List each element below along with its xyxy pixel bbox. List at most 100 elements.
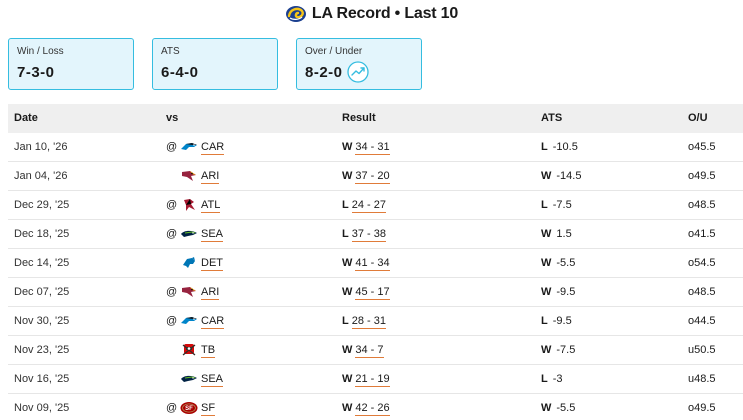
table-row[interactable]: Nov 30, '25 @ CAR L 28 - 31 L -9.5 o44.5 <box>8 307 743 336</box>
game-date: Jan 04, '26 <box>14 170 68 182</box>
ats-cell: W -5.5 <box>541 257 575 269</box>
card-label: ATS <box>161 46 180 57</box>
ats-cell: W -9.5 <box>541 286 575 298</box>
game-date: Nov 09, '25 <box>14 402 70 414</box>
opponent-cell: @ ARI <box>166 285 236 300</box>
table-row[interactable]: Dec 07, '25 @ ARI W 45 - 17 W -9.5 o48.5 <box>8 278 743 307</box>
result-cell: W 34 - 31 <box>342 141 390 155</box>
opponent-link[interactable]: ARI <box>201 170 220 184</box>
score-link[interactable]: 34 - 31 <box>355 141 390 155</box>
opponent-link[interactable]: CAR <box>201 315 225 329</box>
result-wl: W <box>342 170 353 182</box>
table-body: Jan 10, '26 @ CAR W 34 - 31 L -10.5 o45.5 Jan 0… <box>8 133 743 420</box>
table-row[interactable]: Jan 04, '26 ARI W 37 - 20 W -14.5 o49.5 <box>8 162 743 191</box>
ats-line: -5.5 <box>556 257 576 269</box>
ats-wl: W <box>541 257 552 269</box>
over-under-value: u48.5 <box>688 373 716 385</box>
result-wl: W <box>342 141 353 153</box>
opponent-link[interactable]: TB <box>201 344 216 358</box>
result-wl: W <box>342 373 353 385</box>
table-row[interactable]: Nov 09, '25 @ SF SF W 42 - 26 W -5.5 o49.5 <box>8 394 743 420</box>
ats-line: -14.5 <box>556 170 582 182</box>
game-date: Dec 07, '25 <box>14 286 70 298</box>
column-header-ats: ATS <box>541 112 563 124</box>
score-link[interactable]: 28 - 31 <box>351 315 386 329</box>
table-row[interactable]: Dec 18, '25 @ SEA L 37 - 38 W 1.5 o41.5 <box>8 220 743 249</box>
away-indicator: @ <box>166 141 178 153</box>
opponent-cell: ARI <box>166 169 236 184</box>
ats-wl: L <box>541 141 548 153</box>
ats-cell: L -10.5 <box>541 141 578 153</box>
result-cell: W 41 - 34 <box>342 257 390 271</box>
column-header-vs: vs <box>166 112 179 124</box>
opponent-cell: @ ATL <box>166 198 236 213</box>
score-link[interactable]: 37 - 38 <box>351 228 386 242</box>
over-under-value: o44.5 <box>688 315 716 327</box>
ats-cell: L -7.5 <box>541 199 572 211</box>
buccaneers-logo <box>180 343 198 357</box>
opponent-link[interactable]: ATL <box>201 199 221 213</box>
ats-wl: W <box>541 170 552 182</box>
seahawks-logo <box>180 372 198 386</box>
trend-up-icon[interactable] <box>347 61 369 83</box>
table-row[interactable]: Dec 14, '25 DET W 41 - 34 W -5.5 o54.5 <box>8 249 743 278</box>
score-link[interactable]: 45 - 17 <box>355 286 390 300</box>
score-link[interactable]: 24 - 27 <box>351 199 386 213</box>
over-under-value: o49.5 <box>688 402 716 414</box>
game-date: Dec 18, '25 <box>14 228 70 240</box>
opponent-cell: @ CAR <box>166 314 236 329</box>
result-wl: L <box>342 199 349 211</box>
away-indicator: @ <box>166 315 178 327</box>
opponent-link[interactable]: DET <box>201 257 223 271</box>
away-indicator: @ <box>166 402 178 414</box>
score-link[interactable]: 37 - 20 <box>355 170 390 184</box>
table-row[interactable]: Jan 10, '26 @ CAR W 34 - 31 L -10.5 o45.5 <box>8 133 743 162</box>
score-link[interactable]: 42 - 26 <box>355 402 390 416</box>
ats-line: -9.5 <box>556 286 576 298</box>
card-label: Over / Under <box>305 46 363 57</box>
opponent-cell: @ SF SF <box>166 401 236 416</box>
ats-wl: W <box>541 402 552 414</box>
over-under-value: o41.5 <box>688 228 716 240</box>
table-header: Date vs Result ATS O/U <box>8 104 743 133</box>
card-value: 6-4-0 <box>161 64 199 81</box>
ats-line: -3 <box>552 373 563 385</box>
column-header-ou: O/U <box>688 112 708 124</box>
result-cell: L 24 - 27 <box>342 199 386 213</box>
over-under-value: o45.5 <box>688 141 716 153</box>
opponent-link[interactable]: ARI <box>201 286 220 300</box>
score-link[interactable]: 41 - 34 <box>355 257 390 271</box>
game-date: Dec 29, '25 <box>14 199 70 211</box>
page-header: LA Record • Last 10 <box>0 4 743 24</box>
over-under-value: o48.5 <box>688 286 716 298</box>
rams-horn-logo <box>285 6 306 22</box>
result-wl: W <box>342 344 353 356</box>
49ers-logo: SF <box>180 401 198 415</box>
opponent-link[interactable]: SEA <box>201 373 224 387</box>
column-header-result: Result <box>342 112 376 124</box>
opponent-cell: DET <box>166 256 236 271</box>
opponent-link[interactable]: CAR <box>201 141 225 155</box>
over-under-value: o48.5 <box>688 199 716 211</box>
score-link[interactable]: 21 - 19 <box>355 373 390 387</box>
ats-wl: W <box>541 344 552 356</box>
opponent-cell: @ CAR <box>166 140 236 155</box>
result-wl: W <box>342 402 353 414</box>
game-date: Nov 16, '25 <box>14 373 70 385</box>
table-row[interactable]: Dec 29, '25 @ ATL L 24 - 27 L -7.5 o48.5 <box>8 191 743 220</box>
away-indicator: @ <box>166 228 178 240</box>
game-date: Dec 14, '25 <box>14 257 70 269</box>
opponent-link[interactable]: SF <box>201 402 216 416</box>
ats-wl: L <box>541 373 548 385</box>
opponent-link[interactable]: SEA <box>201 228 224 242</box>
over-under-value: o54.5 <box>688 257 716 269</box>
opponent-cell: TB <box>166 343 236 358</box>
over-under-value: o49.5 <box>688 170 716 182</box>
score-link[interactable]: 34 - 7 <box>355 344 384 358</box>
card-value: 8-2-0 <box>305 64 343 81</box>
game-date: Nov 23, '25 <box>14 344 70 356</box>
away-indicator: @ <box>166 199 178 211</box>
table-row[interactable]: Nov 16, '25 SEA W 21 - 19 L -3 u48.5 <box>8 365 743 394</box>
result-cell: L 28 - 31 <box>342 315 386 329</box>
table-row[interactable]: Nov 23, '25 TB W 34 - 7 W -7.5 u50.5 <box>8 336 743 365</box>
